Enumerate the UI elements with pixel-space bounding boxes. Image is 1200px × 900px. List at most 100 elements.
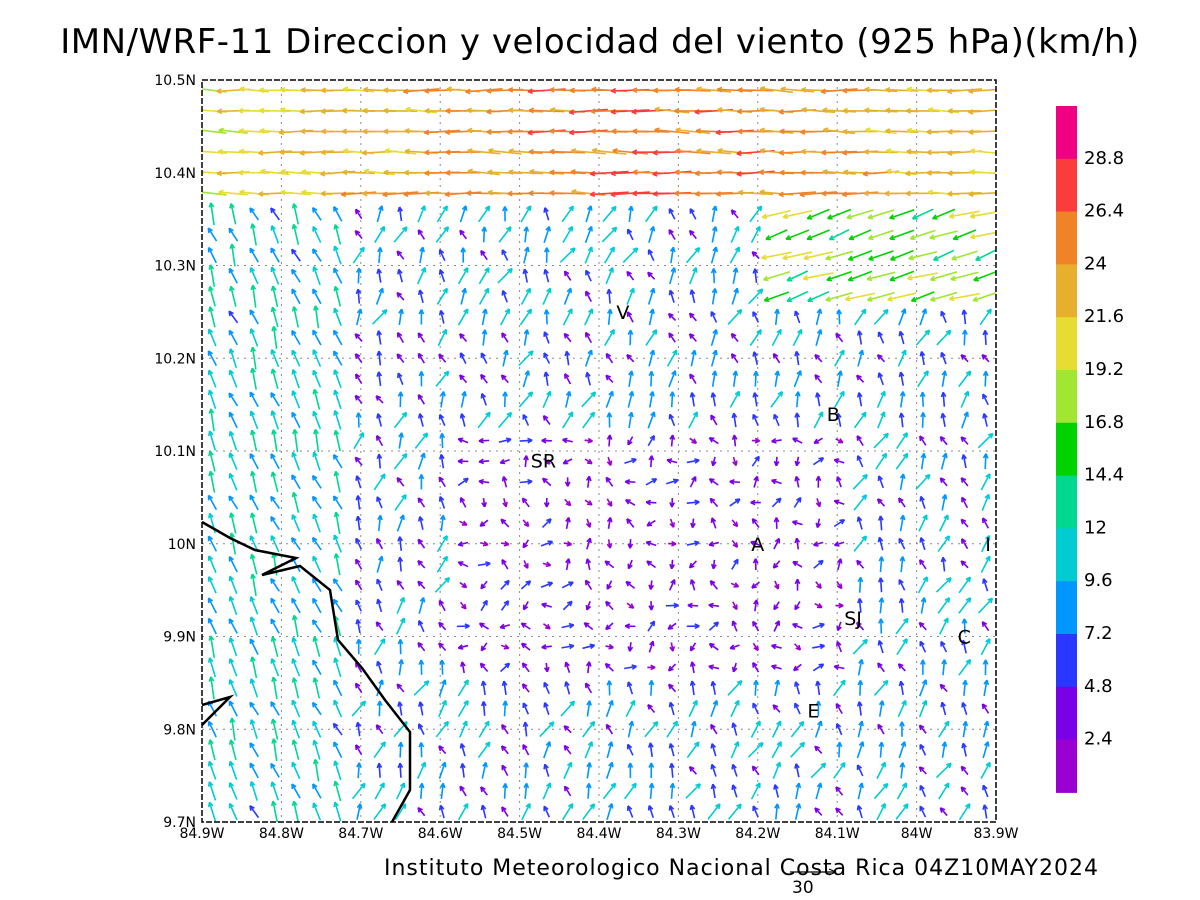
wind-vector: [311, 701, 322, 716]
wind-vector: [436, 555, 448, 573]
wind-vector: [465, 88, 503, 95]
wind-vector: [867, 229, 894, 241]
wind-vector: [649, 391, 655, 408]
wind-vector: [518, 391, 534, 408]
wind-vector: [709, 580, 718, 590]
wind-vector: [459, 229, 468, 240]
legend-label: 14.4: [1084, 465, 1124, 486]
wind-vector: [417, 806, 426, 817]
wind-vector: [847, 270, 873, 282]
wind-vector: [648, 308, 655, 326]
wind-vector: [968, 191, 996, 197]
legend-label: 16.8: [1084, 412, 1124, 433]
wind-vector: [668, 742, 675, 757]
wind-vector: [960, 538, 969, 550]
wind-vector: [585, 600, 592, 611]
wind-vector: [863, 148, 898, 155]
wind-vector: [646, 560, 657, 569]
wind-vector: [857, 349, 865, 367]
wind-vector: [540, 581, 554, 588]
lon-tick-label: 84.8W: [259, 826, 304, 842]
wind-vector: [417, 205, 426, 223]
wind-vector: [606, 680, 613, 696]
wind-vector: [929, 291, 958, 302]
wind-vector: [938, 782, 950, 800]
wind-vector: [457, 308, 469, 326]
wind-vector: [962, 720, 969, 738]
wind-vector: [373, 803, 387, 820]
wind-vector: [689, 804, 696, 819]
wind-vector: [752, 370, 759, 387]
wind-vector: [949, 210, 980, 219]
wind-vector: [690, 720, 697, 738]
wind-vector: [351, 782, 366, 800]
wind-vector: [312, 410, 322, 430]
wind-vector: [731, 784, 738, 798]
wind-vector: [729, 390, 741, 408]
wind-vector: [479, 662, 489, 673]
wind-vector: [625, 699, 636, 718]
wind-vector: [854, 308, 867, 326]
wind-vector: [355, 495, 362, 510]
wind-vector: [737, 87, 774, 93]
wind-vector: [710, 723, 718, 735]
wind-vector: [396, 250, 405, 260]
wind-vector: [457, 679, 469, 697]
wind-vector: [960, 518, 969, 528]
wind-vector: [873, 782, 889, 800]
wind-vector: [502, 700, 509, 717]
wind-vector: [793, 496, 802, 508]
wind-vector: [207, 657, 217, 678]
wind-vector: [627, 205, 634, 222]
wind-vector: [686, 540, 700, 547]
wind-vector: [794, 803, 802, 820]
wind-vector: [501, 764, 509, 777]
wind-vector: [610, 108, 650, 115]
wind-vector: [543, 352, 551, 364]
wind-vector: [312, 266, 321, 286]
wind-vector: [668, 289, 675, 303]
wind-vector: [748, 741, 764, 758]
wind-vector: [417, 641, 426, 652]
wind-vector: [688, 333, 697, 342]
wind-vector: [708, 602, 720, 609]
wind-vector: [898, 330, 905, 345]
wind-vector: [947, 190, 982, 197]
wind-vector: [710, 268, 717, 284]
wind-vector: [311, 619, 322, 633]
wind-vector: [519, 437, 533, 444]
wind-vector: [750, 499, 761, 506]
wind-vector: [459, 374, 468, 384]
wind-vector: [727, 308, 743, 325]
wind-vector: [354, 579, 363, 591]
wind-vector: [771, 478, 782, 485]
wind-vector: [899, 391, 906, 408]
wind-vector: [606, 516, 613, 529]
legend-swatch: [1056, 317, 1077, 371]
reference-vector-label: 30: [792, 878, 814, 898]
wind-vector: [459, 785, 467, 797]
wind-vector: [502, 391, 508, 408]
wind-vector: [759, 85, 794, 94]
wind-vector: [589, 170, 629, 177]
wind-vector: [939, 435, 948, 446]
wind-vector: [396, 596, 405, 615]
wind-vector: [312, 369, 322, 388]
wind-vector: [521, 662, 530, 673]
wind-vector: [522, 370, 530, 388]
wind-vector: [413, 680, 430, 696]
wind-vector: [710, 310, 718, 323]
wind-vector: [249, 762, 259, 779]
wind-vector: [564, 681, 571, 695]
wind-vector: [708, 541, 719, 547]
wind-vector: [543, 498, 550, 508]
wind-vector: [710, 783, 717, 799]
wind-vector: [543, 662, 550, 673]
legend-label: 26.4: [1084, 201, 1124, 222]
wind-vector: [981, 517, 990, 529]
wind-vector: [961, 411, 969, 429]
wind-vector: [752, 311, 760, 323]
wind-vector: [356, 308, 363, 326]
wind-vector: [312, 720, 322, 738]
wind-vector: [601, 226, 618, 243]
